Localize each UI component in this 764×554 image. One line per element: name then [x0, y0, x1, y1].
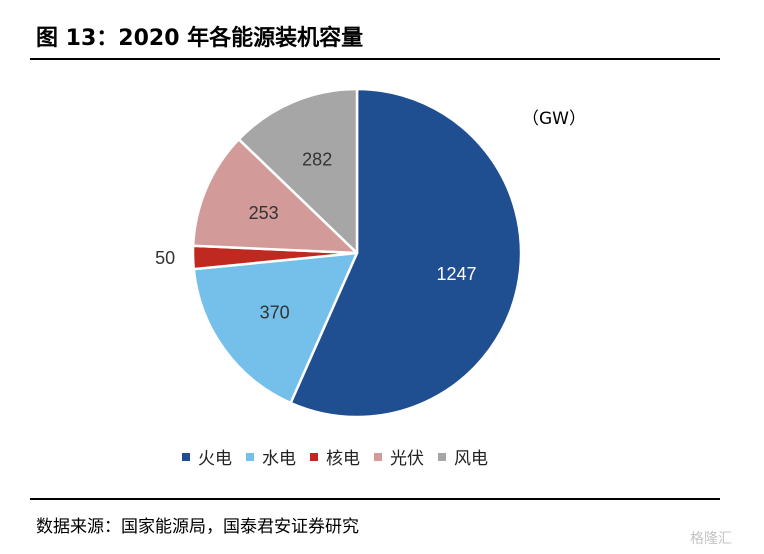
legend-label: 光伏 — [390, 449, 424, 469]
legend-item-solar: 光伏 — [374, 444, 424, 469]
legend-swatch — [310, 452, 318, 461]
legend-swatch — [438, 452, 446, 461]
unit-label: （GW） — [522, 109, 586, 129]
slice-hydro — [192, 251, 359, 405]
value-label-wind: 282 — [302, 149, 332, 169]
watermark-logo: 格隆汇 — [690, 531, 732, 547]
legend-item-hydro: 水电 — [246, 444, 296, 469]
legend-item-thermal: 火电 — [182, 444, 232, 469]
slice-solar — [191, 138, 359, 255]
legend-item-nuclear: 核电 — [310, 444, 360, 469]
legend-label: 水电 — [262, 449, 296, 469]
value-label-solar: 253 — [249, 203, 279, 223]
slice-wind — [237, 87, 359, 255]
source-note: 数据来源：国家能源局，国泰君安证券研究 — [36, 517, 359, 537]
value-label-thermal: 1247 — [436, 264, 476, 284]
value-label-hydro: 370 — [260, 303, 290, 323]
legend-swatch — [182, 452, 190, 461]
slice-thermal — [289, 87, 523, 419]
chart-legend: 火电 水电 核电 光伏 风电 — [182, 444, 488, 469]
source-divider — [30, 498, 720, 500]
legend-label: 核电 — [326, 449, 360, 469]
title-divider — [30, 58, 720, 60]
legend-swatch — [374, 452, 382, 461]
legend-label: 风电 — [454, 449, 488, 469]
value-label-nuclear: 50 — [155, 248, 175, 268]
legend-label: 火电 — [198, 449, 232, 469]
page-title: 图 13：2020 年各能源装机容量 — [36, 26, 364, 51]
legend-item-wind: 风电 — [438, 444, 488, 469]
legend-swatch — [246, 452, 254, 461]
